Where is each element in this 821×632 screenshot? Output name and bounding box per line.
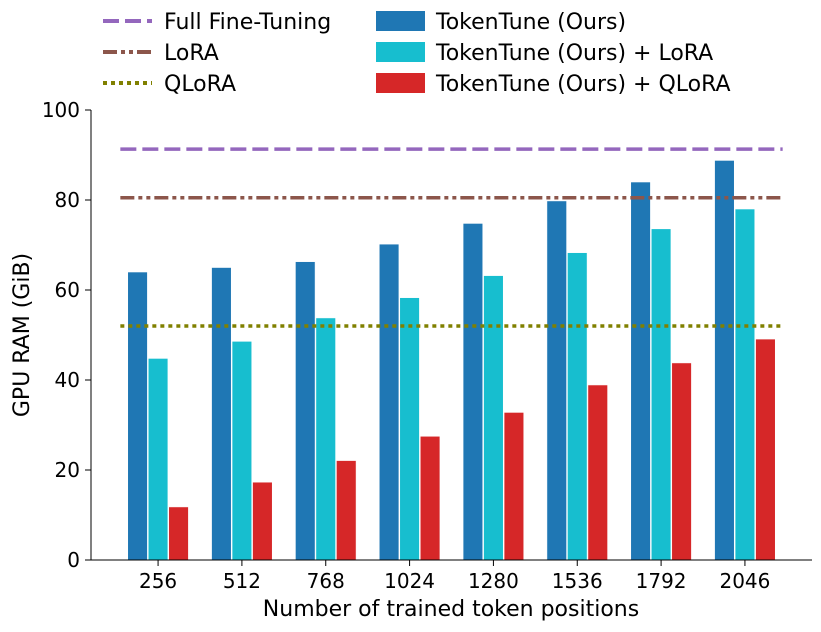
legend-swatch-tokentune-ours [376, 11, 425, 31]
legend-label-tokentune-ours: TokenTune (Ours) [435, 10, 626, 35]
x-ticks: 256 512 768 1024 1280 1536 1792 2046 [139, 560, 770, 593]
y-axis-label: GPU RAM (GiB) [10, 253, 35, 417]
y-tick-label: 80 [55, 188, 80, 212]
y-tick-label: 60 [55, 278, 80, 302]
y-tick-label: 20 [55, 458, 80, 482]
bar-tokentune-ours-1280 [462, 223, 484, 561]
x-tick-label: 1536 [552, 569, 603, 593]
bar-tokentune-ours-2046 [714, 160, 735, 561]
legend: Full Fine-Tuning LoRA QLoRA TokenTune (Ours… [103, 10, 731, 97]
x-axis-label: Number of trained token positions [263, 597, 639, 622]
legend-swatch-tokentune-ours-lora [376, 42, 425, 62]
x-tick-label: 768 [307, 569, 345, 593]
x-tick-label: 256 [139, 569, 177, 593]
bar-tokentune-ours-lora-512 [231, 340, 253, 561]
bar-tokentune-ours-768 [295, 261, 316, 561]
bar-tokentune-ours-256 [127, 271, 148, 561]
bar-tokentune-ours-1536 [546, 200, 567, 561]
bar-tokentune-ours-qlora-1024 [419, 435, 441, 561]
x-tick-label: 1280 [468, 569, 519, 593]
legend-label-tokentune-ours-qlora: TokenTune (Ours) + QLoRA [435, 72, 731, 97]
legend-label-lora: LoRA [164, 41, 219, 66]
bar-tokentune-ours-qlora-1792 [671, 362, 692, 561]
x-tick-label: 1792 [636, 569, 687, 593]
bar-tokentune-ours-lora-1792 [650, 228, 672, 561]
reference-lines-layer [120, 147, 783, 328]
y-tick-label: 40 [55, 368, 80, 392]
bar-tokentune-ours-512 [211, 267, 232, 561]
bar-tokentune-ours-1792 [630, 181, 651, 561]
bar-tokentune-ours-qlora-512 [252, 481, 273, 561]
bars-layer [127, 160, 776, 561]
x-tick-label: 2046 [719, 569, 770, 593]
bar-tokentune-ours-lora-1280 [483, 275, 504, 561]
bar-tokentune-ours-lora-1536 [567, 252, 588, 561]
x-tick-label: 512 [223, 569, 261, 593]
bar-tokentune-ours-lora-2046 [734, 208, 756, 561]
x-tick-label: 1024 [384, 569, 435, 593]
legend-label-qlora: QLoRA [164, 72, 236, 97]
bar-tokentune-ours-qlora-1280 [503, 412, 525, 561]
bar-tokentune-ours-lora-768 [315, 317, 336, 561]
bar-tokentune-ours-qlora-2046 [755, 338, 776, 561]
bar-tokentune-ours-qlora-1536 [587, 384, 608, 561]
y-tick-label: 0 [67, 548, 80, 572]
bar-tokentune-ours-lora-1024 [399, 297, 420, 561]
y-ticks: 0 20 40 60 80 100 [42, 98, 91, 572]
bar-tokentune-ours-1024 [378, 243, 400, 561]
legend-label-full-fine-tuning: Full Fine-Tuning [164, 10, 331, 35]
y-tick-label: 100 [42, 98, 80, 122]
legend-label-tokentune-ours-lora: TokenTune (Ours) + LoRA [435, 41, 713, 66]
legend-swatch-tokentune-ours-qlora [376, 73, 425, 93]
bar-tokentune-ours-qlora-256 [168, 506, 189, 561]
bar-tokentune-ours-lora-256 [147, 358, 169, 561]
bar-tokentune-ours-qlora-768 [336, 460, 357, 561]
